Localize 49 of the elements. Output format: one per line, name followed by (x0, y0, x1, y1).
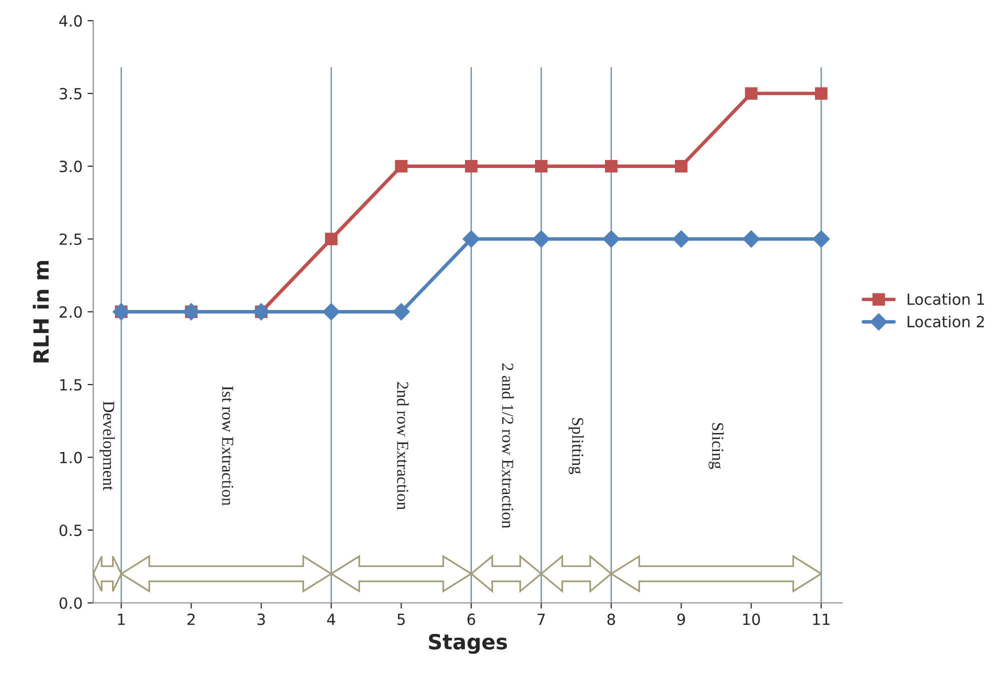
x-tick-label: 1 (118, 614, 125, 625)
x-tick-label: 7 (538, 614, 545, 625)
point (252, 302, 270, 321)
point (392, 302, 410, 321)
x-tick-label: 6 (467, 614, 476, 626)
y-tick-label: 4.0 (59, 15, 82, 27)
x-tick-label: 2 (188, 614, 195, 625)
point (462, 230, 480, 248)
point (674, 160, 688, 172)
point (744, 87, 758, 100)
y-tick-label: 2.0 (60, 306, 82, 318)
point (394, 160, 408, 172)
x-tick-label: 11 (813, 614, 830, 625)
point (812, 230, 830, 248)
y-tick-label: 0.5 (60, 524, 82, 536)
point (532, 230, 550, 248)
point (602, 230, 620, 248)
point (322, 302, 340, 321)
point (464, 160, 478, 172)
annotation: 2nd row Extraction (397, 382, 409, 510)
point (672, 230, 690, 248)
legend-label: Location 1 (908, 293, 984, 305)
x-tick-label: 5 (398, 614, 405, 626)
x-tick-label: 9 (677, 614, 686, 626)
point (324, 232, 338, 246)
y-tick-label: 3.5 (60, 88, 82, 100)
x-tick-label: 4 (327, 614, 336, 625)
annotation: Development (100, 401, 115, 490)
point (182, 302, 200, 321)
y-axis-title: RLH in m (32, 260, 49, 362)
point (814, 87, 828, 100)
point (534, 160, 548, 172)
point (604, 160, 618, 172)
legend-label: Location 2 (908, 316, 984, 328)
point (742, 230, 760, 248)
y-tick-label: 1.0 (60, 452, 82, 464)
annotation: Splitting (568, 418, 584, 474)
annotation: Ist row Extraction (222, 386, 234, 506)
x-tick-label: 10 (743, 614, 760, 626)
y-tick-label: 1.5 (60, 379, 82, 391)
x-axis-title: Stages (428, 634, 507, 654)
x-tick-label: 3 (258, 614, 265, 626)
x-tick-label: 8 (607, 614, 616, 626)
point (112, 302, 130, 321)
annotation: Slicing (708, 423, 724, 469)
y-tick-label: 0.0 (60, 597, 82, 609)
y-tick-label: 2.5 (60, 233, 82, 246)
annotation: 2 and 1/2 row Extraction (502, 364, 514, 528)
y-tick-label: 3.0 (60, 160, 82, 172)
